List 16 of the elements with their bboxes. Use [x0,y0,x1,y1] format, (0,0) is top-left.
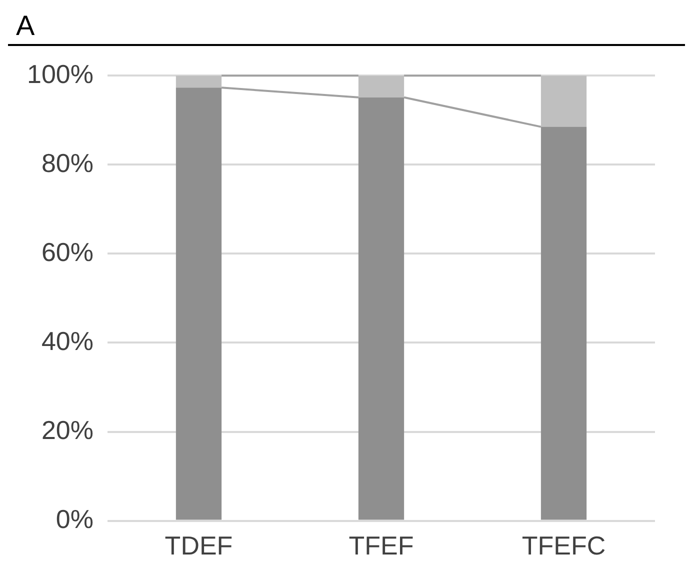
bar [358,97,404,520]
y-tick-label: 20% [41,414,94,445]
bar [540,76,587,127]
y-tick-label: 0% [56,504,94,534]
y-tick-label: 80% [41,148,94,178]
bar [176,76,222,88]
chart-title: A [8,8,685,46]
x-tick-label: TDEF [164,530,233,561]
bar [540,126,587,520]
y-tick-label: 100% [27,58,94,89]
y-tick-label: 40% [41,326,94,356]
y-tick-label: 60% [41,236,94,267]
bar [176,88,222,520]
x-tick-label: TFEFC [522,530,606,561]
bar [358,76,404,98]
x-tick-label: TFEF [348,530,414,561]
